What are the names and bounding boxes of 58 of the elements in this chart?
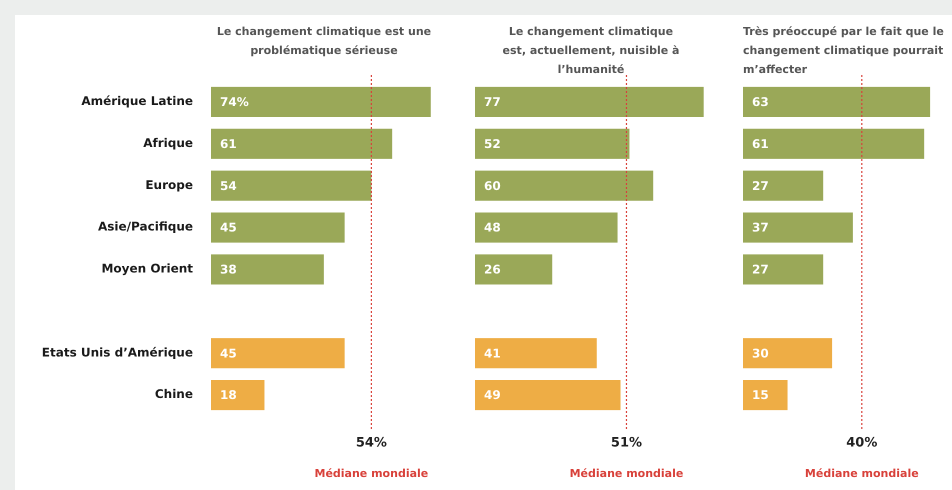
- bar: [211, 380, 264, 410]
- data-label: 41: [484, 346, 501, 360]
- bar: [743, 254, 824, 285]
- bar: [743, 380, 788, 410]
- y-tick-label: Moyen Orient: [101, 262, 194, 276]
- data-label: 48: [484, 220, 501, 235]
- data-label: 18: [220, 388, 237, 402]
- data-label: 38: [220, 262, 237, 277]
- bar: [475, 212, 618, 243]
- bar: [211, 254, 324, 285]
- bar: [211, 128, 392, 159]
- text: Médiane mondiale: [570, 466, 684, 480]
- bar: [475, 170, 654, 201]
- y-tick-label: Amérique Latine: [81, 94, 193, 108]
- y-tick-label: Asie/Pacifique: [98, 220, 193, 234]
- bar: [743, 86, 930, 118]
- bar: [743, 212, 853, 243]
- bar: [475, 380, 621, 410]
- chart-title: Très préoccupé par le fait que le changement climatique pourrait m’affecter: [743, 24, 945, 78]
- chart-title: Le changement climatique est une problématique sérieuse: [216, 24, 432, 59]
- data-label: 15: [752, 388, 769, 402]
- data-label: 49: [484, 388, 501, 402]
- bar: [475, 86, 704, 118]
- data-label: 30: [752, 346, 769, 360]
- data-label: 74%: [220, 95, 249, 110]
- text: Médiane mondiale: [804, 466, 919, 480]
- y-tick-label: Afrique: [143, 136, 193, 150]
- y-tick-label: Europe: [145, 178, 193, 192]
- bar: [211, 86, 431, 118]
- bar: [743, 128, 924, 159]
- bar: [743, 170, 824, 201]
- data-label: 77: [484, 95, 501, 110]
- y-tick-label: Chine: [154, 387, 193, 402]
- bar: [211, 170, 372, 201]
- data-label: 52: [484, 136, 501, 151]
- chart-title: Le changement climatique est, actuellement, nuisible à l’humanité: [502, 24, 680, 78]
- bar: [211, 338, 345, 368]
- data-label: 60: [484, 178, 501, 193]
- data-label: 61: [752, 136, 769, 151]
- data-label: 45: [220, 220, 237, 235]
- y-tick-label: Etats Unis d’Amérique: [42, 345, 193, 360]
- data-label: 27: [752, 178, 769, 193]
- data-label: 37: [752, 220, 769, 235]
- bar: [475, 254, 552, 285]
- data-label: 26: [484, 262, 501, 277]
- ref-line-label: 54%: [356, 435, 387, 450]
- bar: [743, 338, 832, 368]
- data-label: 61: [220, 136, 237, 151]
- bar: [475, 338, 597, 368]
- data-label: 54: [220, 178, 237, 193]
- data-label: 45: [220, 346, 237, 360]
- bar: [211, 212, 345, 243]
- ref-line-label: 40%: [846, 435, 878, 450]
- data-label: 27: [752, 262, 769, 277]
- bar: [475, 128, 630, 159]
- data-label: 63: [752, 95, 769, 110]
- text: Médiane mondiale: [314, 466, 428, 480]
- ref-line-label: 51%: [610, 435, 642, 450]
